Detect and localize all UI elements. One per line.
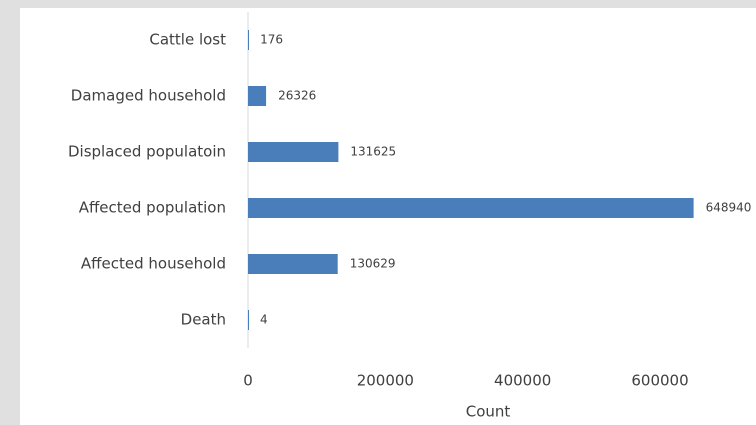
y-tick-label: Displaced populatoin — [68, 143, 226, 161]
y-tick-label: Affected population — [79, 199, 226, 217]
bar — [248, 198, 694, 218]
value-label: 131625 — [350, 145, 396, 159]
bar — [248, 310, 249, 330]
y-tick-label: Death — [181, 311, 226, 329]
value-label: 4 — [260, 313, 268, 327]
x-tick-label: 200000 — [357, 372, 414, 390]
value-label: 26326 — [278, 89, 316, 103]
value-label: 648940 — [706, 201, 752, 215]
value-label: 130629 — [350, 257, 396, 271]
x-axis-label: Count — [466, 403, 511, 421]
bar — [248, 142, 339, 162]
bar — [248, 30, 249, 50]
bar — [248, 254, 338, 274]
y-tick-label: Damaged household — [71, 87, 226, 105]
y-tick-label: Affected household — [81, 255, 226, 273]
x-tick-label: 400000 — [494, 372, 551, 390]
value-label: 176 — [260, 33, 283, 47]
x-tick-label: 600000 — [631, 372, 688, 390]
x-tick-label: 0 — [243, 372, 253, 390]
bar — [248, 86, 267, 106]
y-tick-label: Cattle lost — [149, 31, 226, 49]
